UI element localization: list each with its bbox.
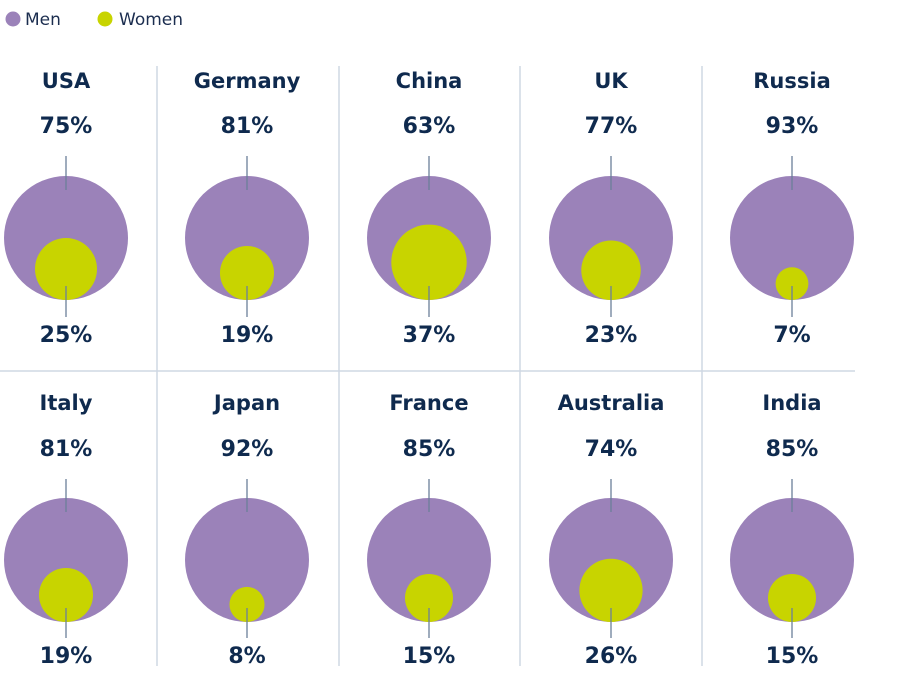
women-bubble-uk (581, 240, 641, 300)
country-label-france: France (389, 391, 468, 415)
men-value-label-china: 63% (403, 114, 456, 139)
men-value-label-japan: 92% (221, 437, 274, 462)
women-value-label-australia: 26% (585, 644, 638, 669)
women-bubble-france (404, 573, 454, 622)
legend-label-women: Women (119, 10, 183, 30)
legend-swatch-men (5, 11, 21, 27)
men-value-label-australia: 74% (585, 437, 638, 462)
men-value-label-russia: 93% (766, 114, 819, 139)
country-label-germany: Germany (194, 69, 301, 93)
women-value-label-uk: 23% (585, 323, 638, 348)
men-bubble-india (730, 498, 854, 622)
men-bubble-germany (185, 176, 309, 300)
country-label-india: India (762, 391, 821, 415)
women-value-label-usa: 25% (40, 323, 93, 348)
country-label-russia: Russia (753, 69, 831, 93)
legend-swatch-women (97, 11, 113, 27)
women-bubble-japan (229, 586, 265, 622)
men-value-label-france: 85% (403, 437, 456, 462)
men-bubble-uk (549, 176, 673, 300)
women-bubble-germany (219, 245, 275, 300)
men-value-label-india: 85% (766, 437, 819, 462)
women-value-label-france: 15% (403, 644, 456, 669)
country-label-australia: Australia (558, 391, 665, 415)
women-bubble-usa (35, 238, 97, 300)
men-value-label-italy: 81% (40, 437, 93, 462)
women-value-label-japan: 8% (228, 644, 265, 669)
women-value-label-germany: 19% (221, 323, 274, 348)
women-bubble-india (767, 573, 817, 622)
country-label-usa: USA (42, 69, 91, 93)
men-bubble-france (367, 498, 491, 622)
women-value-label-china: 37% (403, 323, 456, 348)
men-bubble-russia (730, 176, 854, 300)
men-value-label-uk: 77% (585, 114, 638, 139)
women-value-label-italy: 19% (40, 644, 93, 669)
women-bubble-italy (38, 567, 94, 623)
men-value-label-usa: 75% (40, 114, 93, 139)
women-bubble-australia (579, 558, 643, 623)
men-bubble-italy (4, 498, 128, 622)
women-bubble-china (391, 224, 467, 300)
women-bubble-russia (775, 267, 809, 300)
country-label-japan: Japan (212, 391, 280, 415)
men-value-label-germany: 81% (221, 114, 274, 139)
legend-label-men: Men (25, 10, 61, 30)
men-bubble-japan (185, 498, 309, 622)
country-label-uk: UK (594, 69, 628, 93)
country-label-china: China (396, 69, 463, 93)
women-value-label-india: 15% (766, 644, 819, 669)
women-value-label-russia: 7% (773, 323, 810, 348)
country-label-italy: Italy (40, 391, 93, 415)
